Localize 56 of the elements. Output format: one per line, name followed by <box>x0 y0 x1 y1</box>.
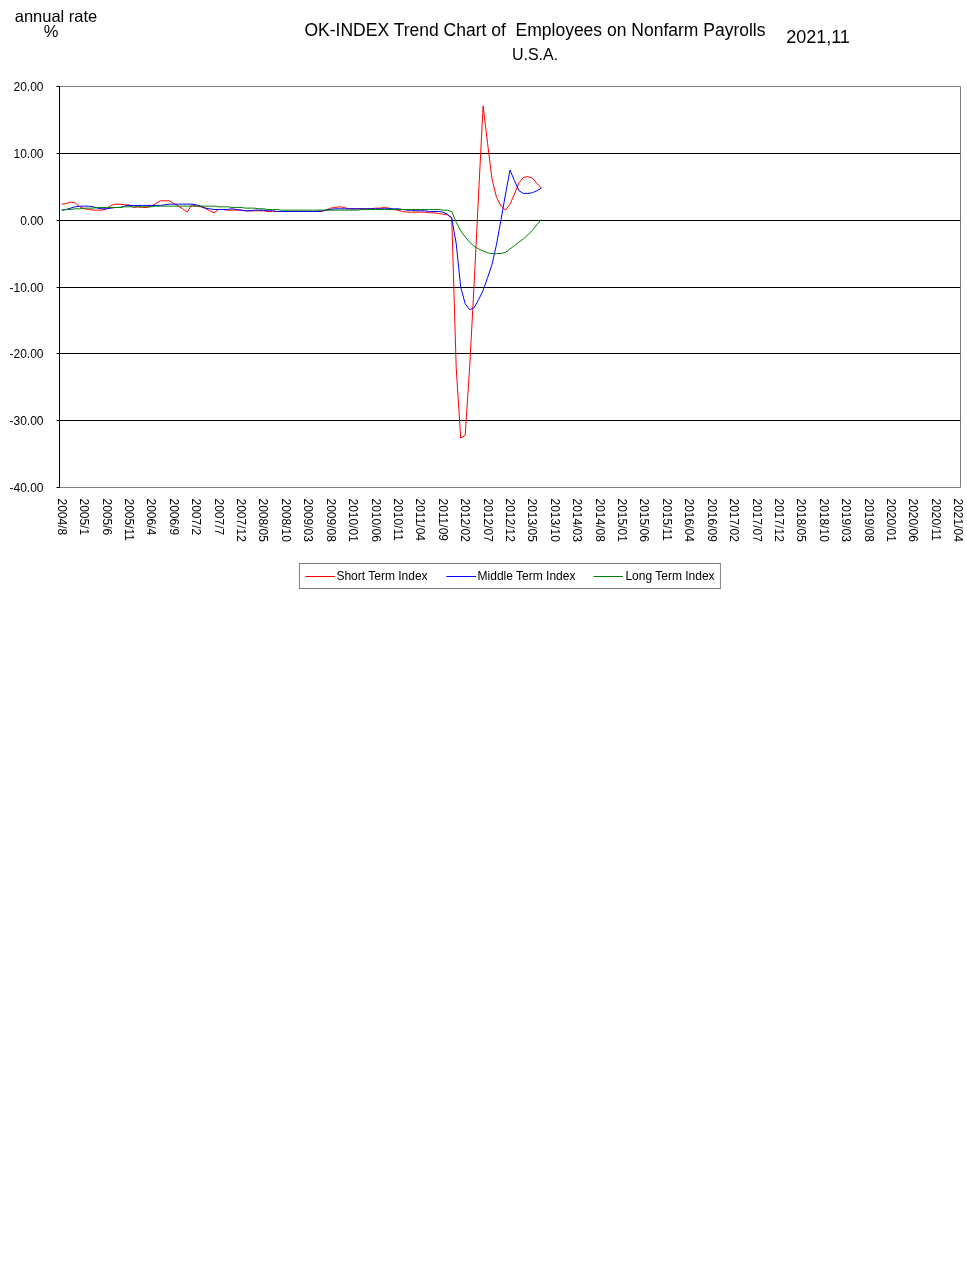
x-tick-label: 2007/7 <box>211 498 226 536</box>
x-tick-label: 2006/4 <box>144 498 159 536</box>
x-tick-label: 2008/10 <box>278 498 293 543</box>
x-tick-label: 2014/03 <box>570 498 585 543</box>
x-tick-label: 2011/09 <box>435 498 450 542</box>
y-tick-label: -40.00 <box>9 481 44 495</box>
x-tick-label: 2012/02 <box>458 498 473 543</box>
y-tick-label: -20.00 <box>9 347 44 362</box>
y-tick-label: -30.00 <box>9 414 44 429</box>
x-tick-label: 2004/8 <box>54 498 69 536</box>
x-tick-label: 2006/9 <box>166 498 181 536</box>
x-tick-label: 2016/04 <box>682 498 697 543</box>
text: 2021,11 <box>786 27 850 47</box>
x-tick-label: 2017/07 <box>749 498 764 543</box>
x-tick-label: 2016/09 <box>704 498 719 543</box>
line-series <box>61 205 542 255</box>
x-tick-label: 2012/07 <box>480 498 495 543</box>
x-tick-label: 2005/11 <box>121 498 136 542</box>
legend-label: Short Term Index <box>336 569 428 583</box>
y-axis-title: annual rate % <box>14 6 98 40</box>
x-tick-label: 2017/02 <box>727 498 742 543</box>
x-tick-label: 2013/05 <box>525 498 540 543</box>
chart-title: OK-INDEX Trend Chart of Employees on Nonfarm Payrolls <box>304 20 766 41</box>
x-tick-label: 2019/03 <box>839 498 854 543</box>
x-tick-label: 2008/05 <box>256 498 271 543</box>
x-tick-label: 2021/04 <box>951 498 966 543</box>
x-tick-label: 2018/10 <box>816 498 831 543</box>
x-tick-label: 2011/04 <box>413 498 428 542</box>
x-tick-label: 2015/11 <box>659 498 674 542</box>
x-tick-label: 2014/08 <box>592 498 607 543</box>
x-tick-label: 2010/11 <box>390 498 405 542</box>
y-tick-label: -10.00 <box>9 280 44 295</box>
x-tick-label: 2010/06 <box>368 498 383 543</box>
x-tick-label: 2017/12 <box>771 498 786 543</box>
x-tick-label: 2019/08 <box>861 498 876 543</box>
y-tick-label: 0.00 <box>20 213 44 228</box>
x-tick-label: 2012/12 <box>503 498 517 543</box>
x-tick-label: 2020/11 <box>928 498 943 542</box>
legend-label: Long Term Index <box>625 569 715 583</box>
x-tick-label: 2005/6 <box>99 498 114 536</box>
y-tick-label: 20.00 <box>13 80 44 94</box>
x-tick-label: 2009/03 <box>301 498 316 543</box>
x-tick-label: 2013/10 <box>547 498 562 543</box>
x-tick-label: 2009/08 <box>323 498 338 543</box>
legend-label: Middle Term Index <box>477 569 576 583</box>
chart-subtitle: U.S.A. <box>511 46 559 63</box>
y-tick-label: 10.00 <box>13 146 44 161</box>
x-tick-label: 2007/12 <box>234 498 249 543</box>
x-tick-label: 2020/06 <box>906 498 921 543</box>
x-tick-label: 2018/05 <box>794 498 809 543</box>
x-tick-label: 2007/2 <box>189 498 204 536</box>
x-tick-label: 2010/01 <box>346 498 361 543</box>
x-tick-label: 2005/1 <box>77 498 92 536</box>
x-tick-label: 2015/06 <box>637 498 652 543</box>
x-tick-label: 2015/01 <box>615 498 630 543</box>
x-tick-label: 2020/01 <box>884 498 899 543</box>
